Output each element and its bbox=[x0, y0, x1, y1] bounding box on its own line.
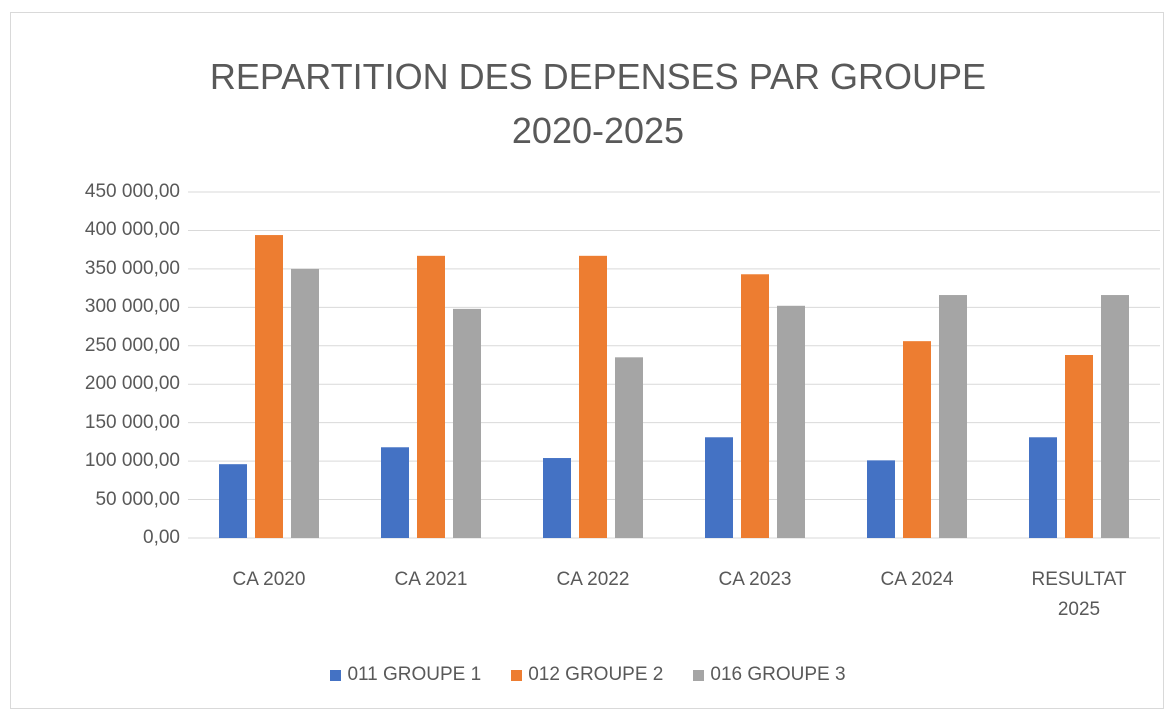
bar bbox=[543, 458, 571, 538]
legend-swatch bbox=[511, 669, 523, 681]
bar bbox=[1065, 355, 1093, 538]
bar bbox=[1029, 437, 1057, 538]
bar bbox=[705, 437, 733, 538]
x-tick-label: CA 2021 bbox=[394, 569, 468, 590]
bar bbox=[615, 357, 643, 538]
y-tick-label: 350 000,00 bbox=[84, 257, 180, 279]
x-tick-label: RESULTAT 2025 bbox=[1031, 569, 1127, 620]
chart-title: REPARTITION DES DEPENSES PAR GROUPE 2020… bbox=[209, 56, 987, 151]
bar bbox=[741, 274, 769, 538]
bar bbox=[1101, 295, 1129, 538]
x-tick-label: CA 2020 bbox=[232, 569, 306, 590]
y-tick-label: 400 000,00 bbox=[84, 219, 180, 241]
bar bbox=[417, 255, 445, 538]
y-tick-label: 100 000,00 bbox=[84, 450, 180, 472]
bar bbox=[381, 447, 409, 538]
legend: 011 GROUPE 1 012 GROUPE 2 016 GROUPE 3 bbox=[0, 664, 1176, 686]
legend-item: 011 GROUPE 1 bbox=[330, 664, 481, 686]
bar bbox=[255, 235, 283, 538]
y-tick-label: 0,00 bbox=[143, 527, 180, 548]
x-tick-label: CA 2023 bbox=[718, 569, 792, 590]
y-tick-label: 450 000,00 bbox=[84, 181, 180, 202]
bar bbox=[219, 464, 247, 538]
legend-item: 016 GROUPE 3 bbox=[693, 664, 846, 686]
bar bbox=[939, 295, 967, 538]
y-tick-label: 250 000,00 bbox=[84, 334, 180, 356]
legend-swatch bbox=[330, 669, 342, 681]
bar bbox=[903, 341, 931, 538]
legend-label: 012 GROUPE 2 bbox=[528, 664, 664, 685]
legend-label: 016 GROUPE 3 bbox=[710, 664, 846, 685]
y-tick-label: 300 000,00 bbox=[84, 296, 180, 318]
x-tick-label: CA 2022 bbox=[556, 569, 630, 590]
chart-frame bbox=[10, 12, 1164, 709]
y-tick-label: 150 000,00 bbox=[84, 411, 180, 433]
bar bbox=[453, 308, 481, 538]
bar bbox=[777, 305, 805, 538]
legend-label: 011 GROUPE 1 bbox=[347, 664, 482, 685]
y-tick-label: 50 000,00 bbox=[95, 488, 180, 510]
x-tick-label: CA 2024 bbox=[880, 569, 954, 590]
bar bbox=[579, 255, 607, 538]
legend-item: 012 GROUPE 2 bbox=[511, 664, 663, 686]
legend-swatch bbox=[693, 669, 705, 681]
bar bbox=[291, 268, 319, 538]
y-tick-label: 200 000,00 bbox=[84, 373, 180, 395]
bar bbox=[867, 460, 895, 538]
